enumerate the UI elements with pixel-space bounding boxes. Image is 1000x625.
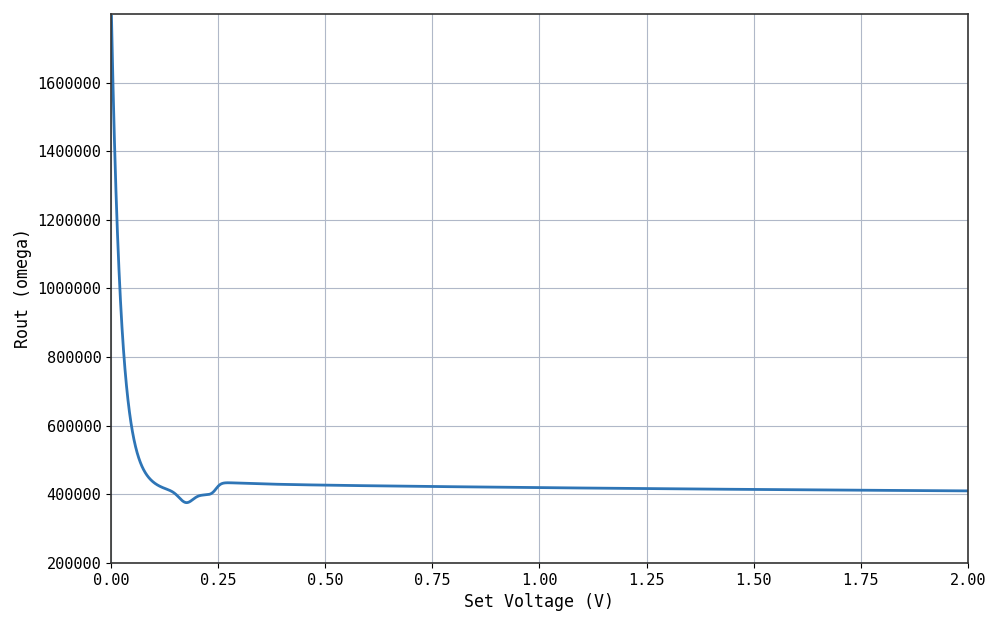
X-axis label: Set Voltage (V): Set Voltage (V) <box>464 593 614 611</box>
Y-axis label: Rout (omega): Rout (omega) <box>14 228 32 348</box>
